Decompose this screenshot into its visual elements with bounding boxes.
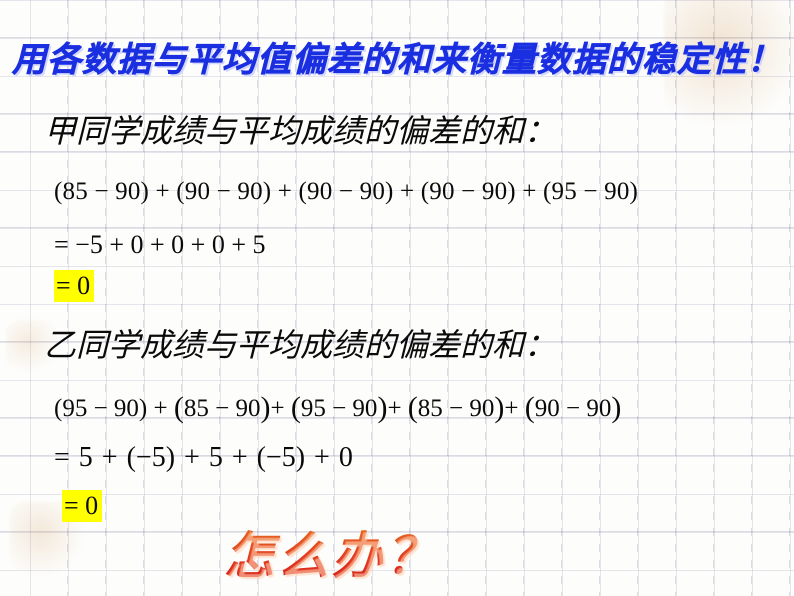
formula-b-result: = 0 xyxy=(62,490,102,522)
heading-student-b: 乙同学成绩与平均成绩的偏差的和： xyxy=(44,320,556,366)
big-paren-close-1: ) xyxy=(260,391,270,424)
slide-content: 用各数据与平均值偏差的和来衡量数据的稳定性！ 甲同学成绩与平均成绩的偏差的和： … xyxy=(0,0,794,596)
fb-part2: 85 − 90 xyxy=(184,395,261,422)
formula-a-expression: (85 − 90) + (90 − 90) + (90 − 90) + (90 … xyxy=(54,178,638,206)
big-paren-open-3: ( xyxy=(408,391,418,424)
big-paren-open-1: ( xyxy=(174,391,184,424)
highlight-result-b: = 0 xyxy=(62,490,102,522)
fb-part6: 85 − 90 xyxy=(418,395,495,422)
formula-a-result: = 0 xyxy=(54,270,94,302)
formula-b-simplified: = 5 + (−5) + 5 + (−5) + 0 xyxy=(54,442,353,474)
big-paren-open-2: ( xyxy=(291,391,301,424)
big-paren-close-2: ) xyxy=(377,391,387,424)
fb-part4: 95 − 90 xyxy=(301,395,378,422)
fb-part8: 90 − 90 xyxy=(535,395,612,422)
formula-b-expression: (95 − 90) + (85 − 90)+ (95 − 90)+ (85 − … xyxy=(54,390,621,424)
big-paren-open-4: ( xyxy=(525,391,535,424)
heading-student-a: 甲同学成绩与平均成绩的偏差的和： xyxy=(44,106,556,152)
slide-title: 用各数据与平均值偏差的和来衡量数据的稳定性！ xyxy=(0,32,794,81)
fb-part7: + xyxy=(504,395,524,422)
highlight-result-a: = 0 xyxy=(54,270,94,302)
big-paren-close-3: ) xyxy=(494,391,504,424)
formula-a-simplified: = −5 + 0 + 0 + 0 + 5 xyxy=(54,230,265,260)
fb-part5: + xyxy=(387,395,407,422)
fb-part3: + xyxy=(270,395,290,422)
question-text: 怎么办？ xyxy=(224,516,440,588)
fb-part1: (95 − 90) + xyxy=(54,395,174,422)
big-paren-close-4: ) xyxy=(611,391,621,424)
